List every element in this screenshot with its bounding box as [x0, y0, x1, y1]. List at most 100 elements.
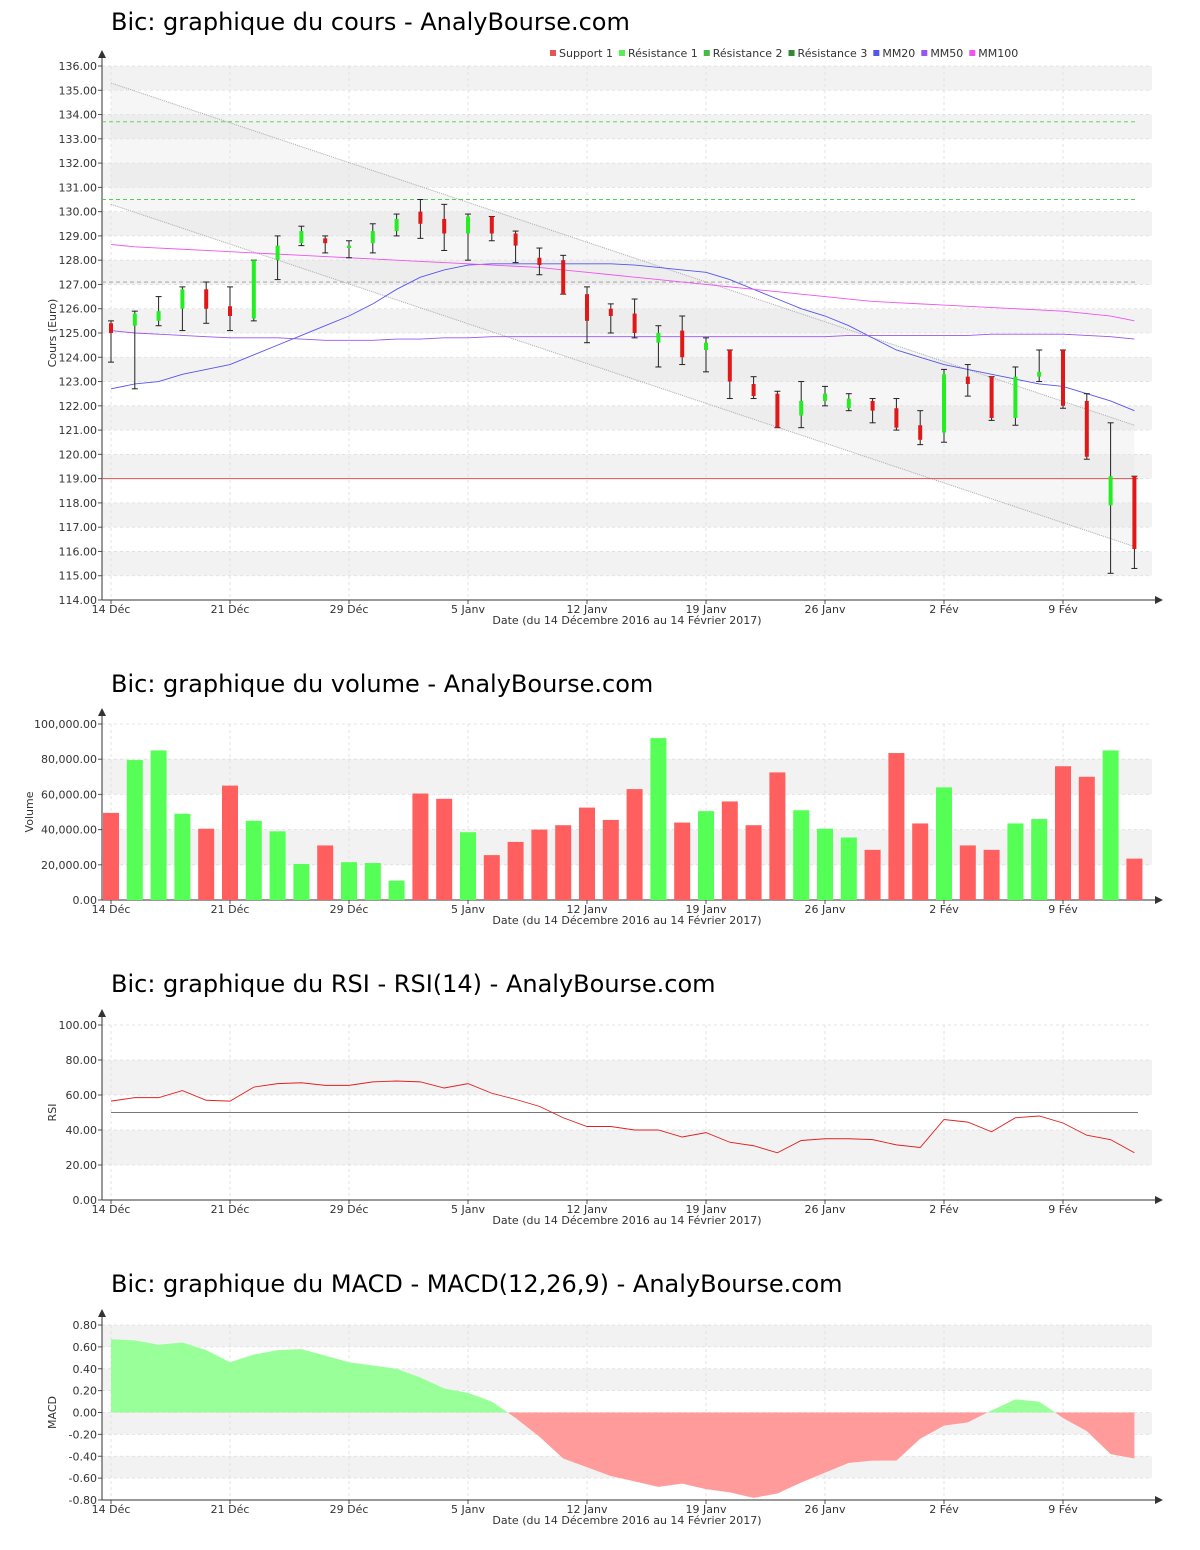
grid-band [102, 759, 1152, 795]
candle-body [1061, 349, 1065, 406]
rsi-line [110, 1080, 1135, 1154]
candle-body [156, 311, 161, 321]
grid-band [102, 502, 1152, 528]
volume-bar [983, 849, 1000, 900]
grid-band [102, 405, 1152, 431]
volume-bar [412, 793, 429, 900]
legend-swatch [969, 50, 976, 56]
candle-body [180, 289, 185, 309]
x-tick-label: 29 Déc [330, 603, 369, 616]
legend-label: Support 1 [559, 47, 613, 60]
legend-label: Résistance 3 [798, 47, 868, 60]
x-tick-label: 19 Janv [686, 903, 727, 916]
grid-band [102, 1130, 1152, 1165]
y-axis-arrow [98, 50, 106, 58]
volume-bar [531, 829, 548, 900]
volume-bar [150, 750, 167, 900]
candle-body [251, 260, 256, 319]
volume-bar [579, 807, 595, 900]
candle-body [489, 216, 494, 234]
volume-bar [460, 832, 476, 900]
y-tick-label: 131.00 [59, 181, 98, 194]
y-axis-arrow [98, 1009, 106, 1017]
legend-swatch [550, 50, 556, 56]
x-tick-label: 19 Janv [686, 1203, 727, 1216]
candle-body [1013, 376, 1018, 418]
x-tick-label: 9 Fév [1048, 903, 1078, 916]
volume-bar [1031, 819, 1048, 900]
y-tick-label: 121.00 [59, 424, 98, 437]
volume-bar [317, 845, 334, 900]
candle-body [228, 306, 232, 317]
price-chart: 114.00 115.00 116.00 117.00 118.00 119.00 120.… [46, 47, 1163, 627]
y-tick-label: 0.00 [73, 1407, 98, 1420]
candle-body [132, 313, 137, 326]
x-tick-label: 14 Déc [92, 1503, 131, 1516]
y-tick-label: 0.40 [73, 1363, 98, 1376]
x-tick-label: 5 Janv [451, 603, 485, 616]
macd-negative-area [111, 1412, 1135, 1498]
grid-band [102, 308, 1152, 333]
series-line-mm100 [110, 243, 1135, 322]
y-tick-label: 126.00 [59, 303, 98, 316]
volume-bar [602, 819, 619, 900]
grid-band [102, 357, 1152, 382]
y-tick-label: 132.00 [59, 157, 98, 170]
candle-body [323, 238, 328, 244]
legend-swatch [703, 50, 710, 56]
y-tick-label: -0.20 [69, 1428, 97, 1441]
y-tick-label: -0.80 [69, 1494, 97, 1507]
macd-chart: -0.80 -0.60 -0.40 -0.20 0.00 0.20 0.40 0.60 0.80… [46, 1309, 1163, 1527]
rsi-chart-title: Bic: graphique du RSI - RSI(14) - AnalyB… [111, 970, 716, 998]
volume-bar [698, 811, 714, 900]
volume-bar [650, 738, 667, 900]
x-tick-label: 12 Janv [567, 1203, 608, 1216]
volume-bar [1078, 776, 1095, 900]
volume-bar [936, 787, 952, 900]
y-tick-label: 133.00 [59, 133, 98, 146]
grid-band [102, 551, 1152, 576]
volume-bar [626, 789, 643, 900]
grid-band [102, 211, 1152, 236]
legend-label: MM50 [930, 47, 963, 60]
candle-body [894, 408, 899, 428]
y-axis-title: Volume [23, 791, 36, 832]
volume-bar [1102, 750, 1119, 900]
volume-bar [222, 785, 238, 900]
x-tick-label: 29 Déc [330, 1203, 369, 1216]
candle-body [513, 233, 518, 246]
y-tick-label: 123.00 [59, 376, 98, 389]
y-tick-label: 40.00 [66, 1124, 98, 1137]
volume-bar [674, 822, 691, 900]
candle-body [775, 393, 780, 428]
legend-label: Résistance 2 [713, 47, 783, 60]
volume-bar [1126, 858, 1143, 900]
x-tick-label: 2 Fév [929, 1203, 959, 1216]
y-tick-label: 60,000.00 [41, 788, 97, 801]
candle-body [394, 218, 399, 232]
y-tick-label: 0.60 [73, 1341, 98, 1354]
candle-body [989, 376, 994, 418]
volume-bar [912, 823, 929, 900]
y-tick-label: 124.00 [59, 351, 98, 364]
y-tick-label: 128.00 [59, 254, 98, 267]
candle-body [918, 425, 923, 440]
y-tick-label: 129.00 [59, 230, 98, 243]
legend-swatch [921, 50, 928, 56]
candle-body [585, 294, 589, 321]
x-tick-label: 5 Janv [451, 1203, 485, 1216]
x-tick-label: 12 Janv [567, 1503, 608, 1516]
price-chart-title: Bic: graphique du cours - AnalyBourse.co… [111, 8, 630, 36]
x-tick-label: 2 Fév [929, 603, 959, 616]
candle-body [1084, 400, 1089, 457]
y-tick-label: 114.00 [59, 594, 98, 607]
volume-bar [888, 753, 905, 900]
candle-body [656, 333, 661, 343]
series-line-mm20 [110, 263, 1135, 412]
candle-body [846, 398, 851, 409]
rsi-panel: Bic: graphique du RSI - RSI(14) - AnalyB… [0, 970, 1200, 1240]
volume-bar [293, 863, 310, 900]
x-tick-label: 19 Janv [686, 603, 727, 616]
candle-body [418, 211, 423, 224]
candle-body [965, 376, 970, 384]
